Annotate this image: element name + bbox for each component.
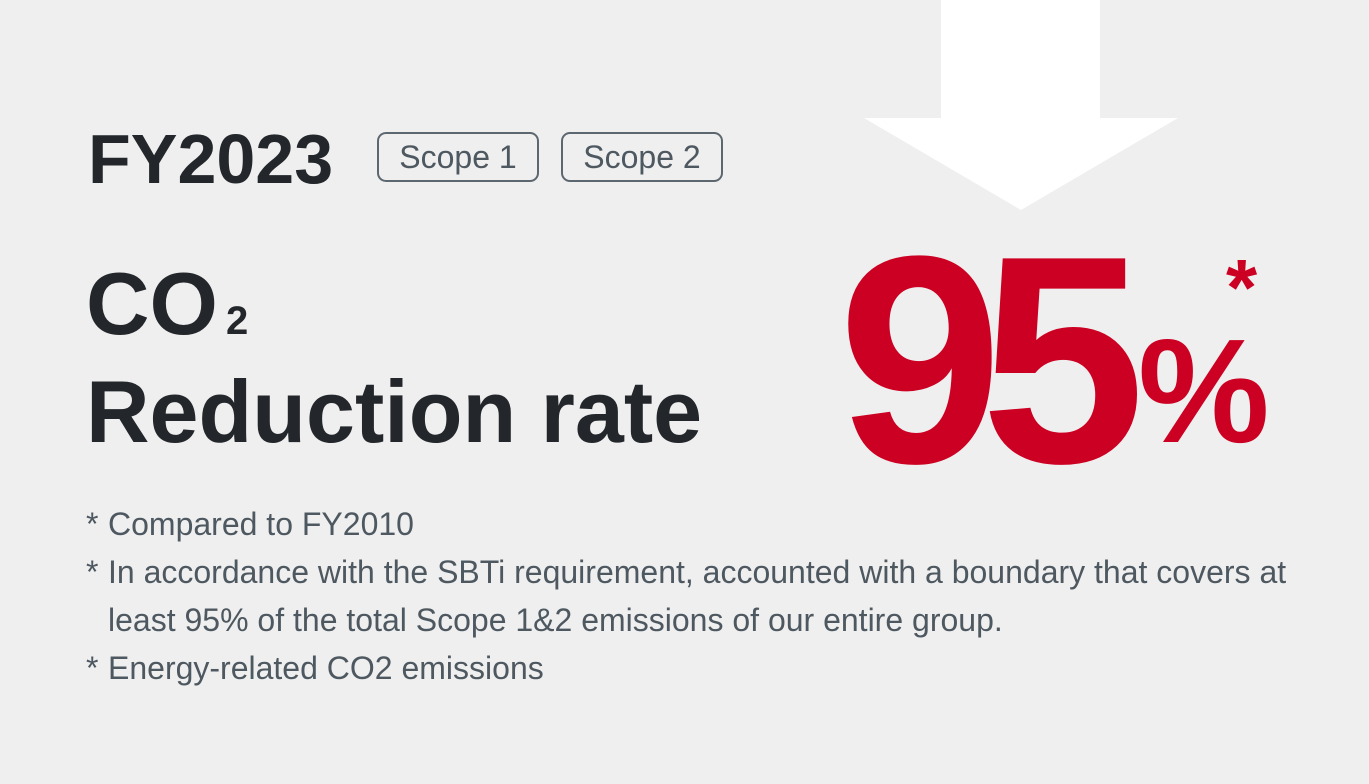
footnotes: * Compared to FY2010 * In accordance wit… — [86, 500, 1326, 692]
footnote-item: * Compared to FY2010 — [86, 500, 1326, 548]
co2-label: CO 2 — [86, 260, 248, 348]
fiscal-year-title: FY2023 — [88, 120, 334, 198]
reduction-rate-label: Reduction rate — [86, 362, 703, 461]
scope-1-badge: Scope 1 — [377, 132, 539, 182]
reduction-value: 95 — [838, 194, 1145, 525]
footnote-mark: * — [86, 650, 99, 686]
footnote-text: In accordance with the SBTi requirement,… — [108, 554, 1287, 638]
footnote-text: Energy-related CO2 emissions — [108, 650, 544, 686]
footnote-mark: * — [86, 554, 99, 590]
percent-sign: % — [1138, 309, 1270, 474]
co2-subscript: 2 — [226, 299, 249, 343]
footnote-item: * In accordance with the SBTi requiremen… — [86, 548, 1326, 644]
footnote-mark: * — [86, 506, 99, 542]
footnote-item: * Energy-related CO2 emissions — [86, 644, 1326, 692]
co2-main-text: CO — [86, 254, 218, 353]
scope-2-badge: Scope 2 — [561, 132, 723, 182]
footnote-text: Compared to FY2010 — [108, 506, 414, 542]
footnote-asterisk: * — [1226, 243, 1258, 332]
